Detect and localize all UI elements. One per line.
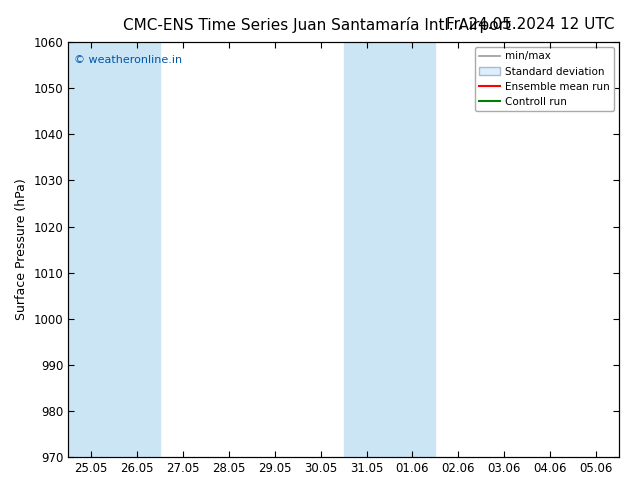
Y-axis label: Surface Pressure (hPa): Surface Pressure (hPa)	[15, 179, 28, 320]
Legend: min/max, Standard deviation, Ensemble mean run, Controll run: min/max, Standard deviation, Ensemble me…	[475, 47, 614, 111]
Text: CMC-ENS Time Series Juan Santamaría Intl. Airport: CMC-ENS Time Series Juan Santamaría Intl…	[123, 17, 511, 33]
Text: Fr. 24.05.2024 12 UTC: Fr. 24.05.2024 12 UTC	[446, 17, 615, 32]
Text: © weatheronline.in: © weatheronline.in	[74, 54, 182, 65]
Bar	[344, 42, 436, 457]
Bar	[68, 42, 160, 457]
